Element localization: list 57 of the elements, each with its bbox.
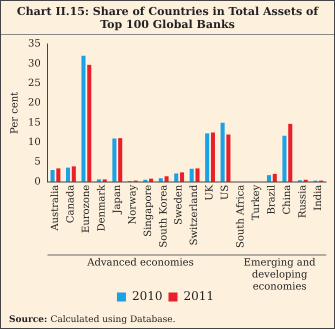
- x-tick-label: Eurozone: [80, 184, 92, 233]
- x-tick-label: Japan: [112, 184, 123, 215]
- bar: [118, 138, 122, 182]
- bar: [72, 166, 76, 182]
- bar: [158, 178, 163, 182]
- y-tick-label: 10: [28, 136, 41, 148]
- y-tick-label: 15: [28, 117, 41, 128]
- bar: [272, 174, 277, 182]
- x-tick-label: Switzerland: [189, 184, 200, 246]
- bar: [66, 168, 70, 182]
- x-tick-label: Australia: [50, 184, 62, 232]
- bar: [102, 179, 107, 182]
- text: Emerging and developing economies: [244, 258, 316, 293]
- x-tick-label: South Africa: [236, 184, 247, 248]
- legend-label: 2010: [132, 289, 163, 304]
- bar: [56, 168, 60, 182]
- x-tick-label: South Korea: [158, 184, 170, 248]
- bar: [226, 134, 230, 182]
- bar: [190, 168, 194, 182]
- source-note: Source: Calculated using Database.: [9, 314, 176, 325]
- x-tick-label: Norway: [127, 184, 138, 224]
- bar: [220, 122, 225, 182]
- bar: [87, 64, 92, 182]
- bar: [288, 124, 292, 182]
- x-tick-label: US: [220, 184, 232, 200]
- chart-title: Chart II.15: Share of Countries in Total Assets of Top 100 Global Banks: [1, 1, 334, 35]
- y-tick-label: 35: [28, 38, 41, 50]
- x-tick-label: Turkey: [251, 184, 262, 220]
- text: Advanced economies: [86, 258, 194, 269]
- bar: [164, 176, 169, 182]
- x-tick-label: Brazil: [266, 184, 278, 215]
- bar: [50, 170, 55, 182]
- y-tick-label: 30: [28, 58, 41, 70]
- bar: [180, 172, 184, 182]
- bar: [174, 173, 178, 182]
- y-tick-label: 5: [34, 156, 41, 168]
- x-tick-label: China: [282, 184, 293, 214]
- bar: [149, 178, 154, 182]
- x-tick-label: Denmark: [96, 184, 108, 232]
- y-tick-label: 0: [34, 176, 41, 188]
- x-tick-label: Sweden: [174, 184, 185, 225]
- bar: [81, 56, 86, 182]
- x-tick-label: Singapore: [142, 184, 154, 237]
- bar: [282, 136, 286, 182]
- x-tick-label: India: [312, 184, 324, 211]
- bar: [195, 168, 200, 182]
- x-tick-label: UK: [204, 184, 216, 201]
- x-tick-label: Canada: [66, 184, 77, 224]
- bar: [112, 138, 116, 182]
- y-tick-label: 20: [28, 98, 41, 109]
- bar: [266, 175, 272, 182]
- y-tick-label: 25: [28, 78, 41, 89]
- y-axis-title: Per cent: [10, 92, 21, 134]
- x-tick-label: Russia: [297, 184, 308, 218]
- bar: [205, 133, 210, 182]
- legend-label: 2011: [184, 289, 214, 304]
- bar: [210, 132, 215, 182]
